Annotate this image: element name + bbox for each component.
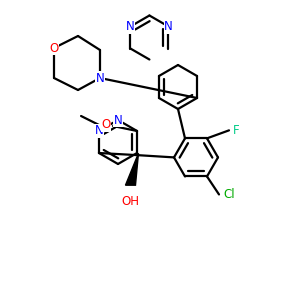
Text: O: O bbox=[50, 41, 58, 55]
Text: OH: OH bbox=[122, 195, 140, 208]
Text: Cl: Cl bbox=[223, 188, 235, 201]
Text: N: N bbox=[94, 124, 103, 137]
Polygon shape bbox=[125, 153, 139, 185]
Text: N: N bbox=[164, 20, 173, 33]
Text: N: N bbox=[126, 20, 135, 33]
Text: F: F bbox=[233, 124, 239, 137]
Text: N: N bbox=[96, 71, 104, 85]
Text: N: N bbox=[114, 113, 122, 127]
Text: O: O bbox=[101, 118, 111, 131]
